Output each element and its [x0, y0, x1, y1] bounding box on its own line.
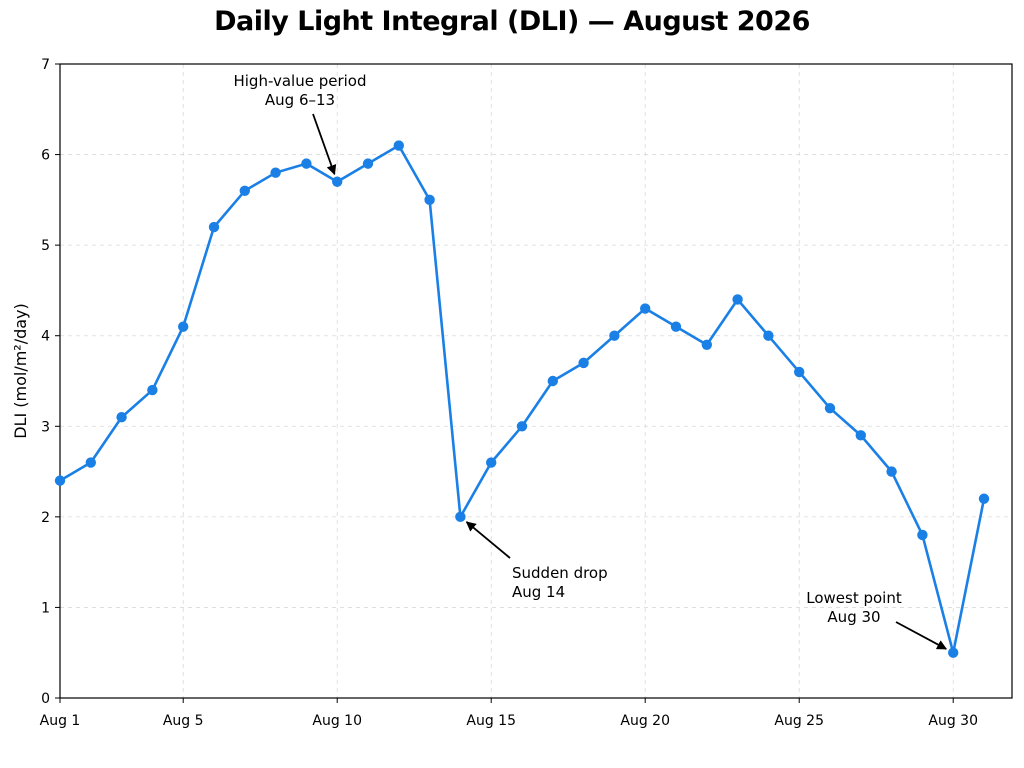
data-point	[85, 457, 97, 468]
data-point	[116, 412, 127, 423]
data-point	[239, 185, 250, 196]
data-point	[640, 303, 651, 314]
annotation-text: Lowest point	[806, 589, 902, 607]
x-tick-label: Aug 5	[163, 713, 204, 729]
annotation-arrow	[465, 521, 511, 559]
data-point	[270, 167, 281, 178]
dli-series	[54, 140, 990, 658]
data-point	[978, 493, 990, 504]
data-point	[301, 158, 312, 169]
x-tick-label: Aug 20	[620, 713, 670, 729]
annotation-arrow	[895, 621, 948, 650]
data-point	[578, 357, 589, 369]
x-tick-label: Aug 15	[466, 713, 516, 729]
x-tick-label: Aug 25	[774, 713, 824, 729]
data-point	[516, 421, 528, 432]
y-tick-label: 6	[41, 148, 50, 164]
data-point	[362, 158, 374, 169]
y-axis-label: DLI (mol/m²/day)	[11, 303, 30, 439]
y-tick-label: 5	[41, 238, 50, 254]
annotation-text: Aug 30	[827, 608, 880, 626]
data-point	[670, 321, 682, 332]
annotation-text: Aug 14	[512, 583, 565, 601]
chart-title: Daily Light Integral (DLI) — August 2026	[214, 6, 810, 37]
y-tick-label: 0	[41, 691, 50, 707]
x-tick-label: Aug 30	[928, 713, 978, 729]
data-point	[948, 647, 959, 658]
plot-frame	[59, 63, 1013, 699]
y-tick-label: 2	[41, 510, 50, 526]
data-point	[917, 529, 928, 541]
data-point	[147, 384, 158, 396]
axes: 0 1 2 3 4 5 6 7 Aug 1 Aug 5 Aug 10 Aug 15 Aug 20 Aug …	[40, 57, 1013, 729]
x-tick-label: Aug 10	[312, 713, 362, 729]
grid	[60, 64, 1012, 698]
data-point	[886, 466, 897, 477]
data-point	[393, 140, 404, 151]
data-point	[701, 339, 712, 350]
data-point	[794, 366, 805, 378]
data-point	[54, 475, 66, 486]
data-point	[332, 176, 343, 187]
data-point	[424, 194, 435, 206]
y-tick-label: 7	[41, 57, 50, 73]
data-point	[763, 330, 774, 341]
data-point	[208, 221, 220, 233]
x-tick-label: Aug 1	[40, 713, 81, 729]
data-point	[455, 511, 466, 523]
y-tick-label: 1	[41, 600, 50, 616]
annotation-arrow	[312, 113, 337, 176]
data-point	[732, 294, 743, 305]
annotation-text: High-value period	[233, 72, 366, 90]
annotation-text: Sudden drop	[512, 564, 608, 582]
data-point	[486, 457, 497, 468]
data-point	[547, 375, 558, 387]
data-point	[178, 321, 189, 332]
data-point	[824, 402, 836, 414]
y-tick-label: 4	[41, 329, 50, 345]
annotation-text: Aug 6–13	[265, 91, 335, 109]
data-point	[855, 430, 866, 441]
y-tick-label: 3	[41, 419, 50, 435]
data-point	[609, 330, 620, 341]
